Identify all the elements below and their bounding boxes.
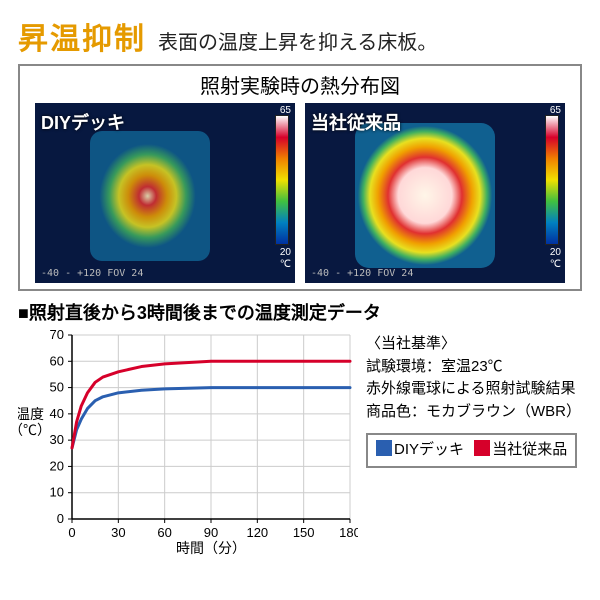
legend-chip-conventional: [474, 440, 490, 456]
svg-text:180: 180: [339, 525, 358, 540]
svg-text:20: 20: [50, 458, 64, 473]
svg-text:（℃）: （℃）: [18, 422, 51, 438]
title-main: 昇温抑制: [18, 14, 146, 58]
svg-text:150: 150: [293, 525, 315, 540]
subtitle: 表面の温度上昇を抑える床板。: [158, 26, 437, 55]
panel-label-diy: DIYデッキ: [41, 109, 125, 135]
side-line: 試験環境：室温23℃: [366, 356, 582, 379]
side-line: 商品色：モカブラウン（WBR）: [366, 401, 582, 424]
legend-chip-diy: [376, 440, 392, 456]
camera-footer: -40 - +120 FOV 24: [311, 268, 413, 279]
svg-text:10: 10: [50, 485, 64, 500]
svg-text:30: 30: [50, 432, 64, 447]
svg-text:30: 30: [111, 525, 125, 540]
svg-text:60: 60: [50, 353, 64, 368]
colorbar-max: 65: [280, 105, 291, 116]
colorbar-icon: [545, 115, 559, 245]
svg-text:40: 40: [50, 406, 64, 421]
colorbar-unit: ℃: [280, 259, 291, 270]
thermal-row: DIYデッキ 65 20 ℃ -40 - +120 FOV 24: [28, 103, 572, 283]
svg-text:時間（分）: 時間（分）: [176, 540, 246, 556]
svg-text:90: 90: [204, 525, 218, 540]
side-heading: 〈当社基準〉: [366, 333, 582, 356]
colorbar-min: 20: [280, 247, 291, 258]
svg-text:50: 50: [50, 380, 64, 395]
colorbar-unit: ℃: [550, 259, 561, 270]
thermal-panel-conventional: 当社従来品 65 20 ℃ -40 - +120 FOV 24: [305, 103, 565, 283]
svg-text:120: 120: [246, 525, 268, 540]
svg-text:0: 0: [57, 511, 64, 526]
line-chart: 0 30 60 90 120 150 180 0 10 20 30 40 50 60 70 時間（分） 温度（℃…: [18, 327, 358, 557]
legend-label-conventional: 当社従来品: [492, 441, 567, 458]
svg-text:70: 70: [50, 327, 64, 342]
camera-footer: -40 - +120 FOV 24: [41, 268, 143, 279]
chart-area: 0 30 60 90 120 150 180 0 10 20 30 40 50 60 70 時間（分） 温度（℃…: [18, 327, 582, 557]
section-label: ■照射直後から3時間後までの温度測定データ: [18, 299, 582, 325]
legend-label-diy: DIYデッキ: [394, 441, 464, 458]
header: 昇温抑制 表面の温度上昇を抑える床板。: [18, 14, 582, 58]
thermal-panel-diy: DIYデッキ 65 20 ℃ -40 - +120 FOV 24: [35, 103, 295, 283]
svg-text:0: 0: [68, 525, 75, 540]
colorbar-max: 65: [550, 105, 561, 116]
side-info: 〈当社基準〉 試験環境：室温23℃ 赤外線電球による照射試験結果 商品色：モカブ…: [366, 327, 582, 557]
side-line: 赤外線電球による照射試験結果: [366, 378, 582, 401]
thermal-section: 照射実験時の熱分布図 DIYデッキ: [18, 64, 582, 291]
colorbar-icon: [275, 115, 289, 245]
panel-label-conventional: 当社従来品: [311, 109, 401, 135]
svg-text:60: 60: [157, 525, 171, 540]
thermal-caption: 照射実験時の熱分布図: [28, 70, 572, 99]
legend-box: DIYデッキ 当社従来品: [366, 433, 577, 468]
colorbar-min: 20: [550, 247, 561, 258]
svg-text:温度: 温度: [18, 406, 44, 422]
